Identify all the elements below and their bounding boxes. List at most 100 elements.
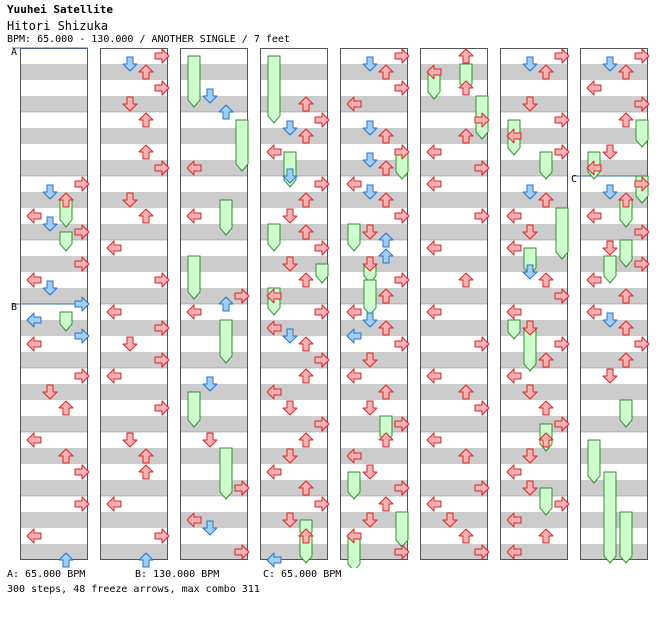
left-arrow-icon <box>26 272 42 288</box>
beat-stripe <box>420 256 488 272</box>
beat-stripe <box>340 192 408 208</box>
up-arrow-icon <box>378 248 394 264</box>
down-arrow-icon <box>122 432 138 448</box>
marker-a: A <box>11 47 18 58</box>
beat-stripe <box>500 544 568 560</box>
left-arrow-icon <box>346 304 362 320</box>
right-arrow-icon <box>394 80 410 96</box>
left-arrow-icon <box>506 464 522 480</box>
up-arrow-icon <box>538 272 554 288</box>
left-arrow-icon <box>106 496 122 512</box>
beat-stripe <box>20 352 88 368</box>
down-arrow-icon <box>202 432 218 448</box>
beat-stripe <box>580 384 648 400</box>
up-arrow-icon <box>618 352 634 368</box>
left-arrow-icon <box>186 304 202 320</box>
down-arrow-icon <box>362 352 378 368</box>
right-arrow-icon <box>394 544 410 560</box>
right-arrow-icon <box>314 112 330 128</box>
up-arrow-icon <box>378 384 394 400</box>
left-arrow-icon <box>426 176 442 192</box>
up-arrow-icon <box>138 552 154 568</box>
right-arrow-icon <box>74 496 90 512</box>
right-arrow-icon <box>314 240 330 256</box>
left-arrow-icon <box>106 368 122 384</box>
left-arrow-icon <box>266 552 282 568</box>
right-arrow-icon <box>314 304 330 320</box>
down-arrow-icon <box>362 184 378 200</box>
beat-stripe <box>420 128 488 144</box>
up-arrow-icon <box>458 384 474 400</box>
beat-stripe <box>100 288 168 304</box>
left-arrow-icon <box>506 512 522 528</box>
up-arrow-icon <box>378 320 394 336</box>
freeze-arrow <box>619 239 633 268</box>
down-arrow-icon <box>122 336 138 352</box>
down-arrow-icon <box>522 264 538 280</box>
column-border <box>580 48 648 560</box>
down-arrow-icon <box>42 184 58 200</box>
up-arrow-icon <box>538 64 554 80</box>
freeze-arrow <box>363 279 377 316</box>
up-arrow-icon <box>458 48 474 64</box>
up-arrow-icon <box>618 320 634 336</box>
right-arrow-icon <box>554 496 570 512</box>
right-arrow-icon <box>474 160 490 176</box>
up-arrow-icon <box>538 528 554 544</box>
down-arrow-icon <box>122 56 138 72</box>
beat-stripe <box>20 160 88 176</box>
freeze-arrow <box>555 207 569 260</box>
right-arrow-icon <box>394 144 410 160</box>
left-arrow-icon <box>506 240 522 256</box>
beat-stripe <box>500 288 568 304</box>
beat-stripe <box>500 160 568 176</box>
beat-stripe <box>580 128 648 144</box>
left-arrow-icon <box>426 368 442 384</box>
beat-stripe <box>260 384 328 400</box>
right-arrow-icon <box>74 176 90 192</box>
beat-stripe <box>260 192 328 208</box>
right-arrow-icon <box>394 272 410 288</box>
beat-stripe <box>100 320 168 336</box>
column-border <box>420 48 488 560</box>
freeze-arrow <box>59 231 73 252</box>
left-arrow-icon <box>266 320 282 336</box>
right-arrow-icon <box>554 144 570 160</box>
left-arrow-icon <box>186 160 202 176</box>
beat-stripe <box>100 352 168 368</box>
left-arrow-icon <box>506 544 522 560</box>
up-arrow-icon <box>378 432 394 448</box>
down-arrow-icon <box>282 208 298 224</box>
right-arrow-icon <box>234 288 250 304</box>
beat-stripe <box>500 192 568 208</box>
down-arrow-icon <box>602 184 618 200</box>
beat-stripe <box>500 512 568 528</box>
freeze-arrow <box>187 255 201 300</box>
right-arrow-icon <box>554 336 570 352</box>
left-arrow-icon <box>586 160 602 176</box>
right-arrow-icon <box>394 208 410 224</box>
up-arrow-icon <box>378 192 394 208</box>
beat-stripe <box>20 256 88 272</box>
left-arrow-icon <box>426 64 442 80</box>
up-arrow-icon <box>378 496 394 512</box>
freeze-arrow <box>59 311 73 332</box>
marker-c: C <box>571 174 578 185</box>
up-arrow-icon <box>538 192 554 208</box>
column-border <box>100 48 168 560</box>
freeze-arrow <box>395 511 409 548</box>
right-arrow-icon <box>394 480 410 496</box>
right-arrow-icon <box>634 256 650 272</box>
beat-stripe <box>580 416 648 432</box>
beat-stripe <box>580 288 648 304</box>
beat-stripe <box>20 64 88 80</box>
up-arrow-icon <box>218 296 234 312</box>
bpm-line: BPM: 65.000 - 130.000 / ANOTHER SINGLE /… <box>7 34 290 45</box>
beat-stripe <box>20 416 88 432</box>
freeze-arrow <box>603 471 617 564</box>
beat-stripe <box>100 480 168 496</box>
up-arrow-icon <box>378 160 394 176</box>
left-arrow-icon <box>346 96 362 112</box>
down-arrow-icon <box>522 320 538 336</box>
beat-stripe <box>340 128 408 144</box>
